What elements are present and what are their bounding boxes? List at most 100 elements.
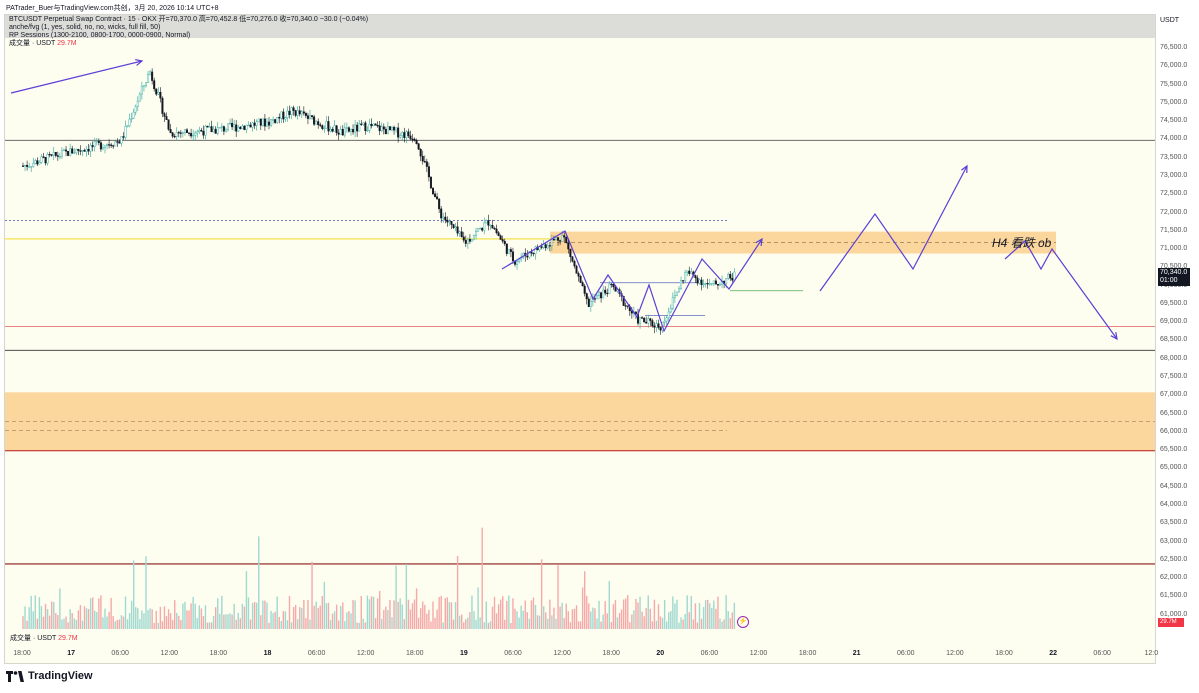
volume-bar: [528, 618, 531, 629]
candle-bull: [147, 73, 150, 83]
candle-bear: [634, 311, 637, 315]
volume-bar: [126, 619, 129, 629]
candle-bull: [204, 125, 207, 136]
fvg-indicator-legend[interactable]: anche/fvg (1, yes, solid, no, no, wicks,…: [9, 24, 161, 31]
volume-bar: [32, 611, 34, 629]
candle-bull: [245, 125, 248, 130]
tradingview-logo[interactable]: TradingView: [6, 670, 93, 682]
candle-bear: [499, 235, 502, 240]
candle-bull: [391, 126, 394, 131]
volume-bar: [79, 605, 82, 629]
volume-bar: [319, 605, 321, 629]
volume-bar: [553, 607, 555, 629]
symbol-ohlc-legend[interactable]: BTCUSDT Perpetual Swap Contract · 15 · O…: [9, 16, 369, 23]
volume-bar: [237, 612, 239, 629]
volume-bar: [559, 606, 561, 629]
volume-bar: [567, 611, 569, 629]
candle-bear: [649, 318, 652, 321]
candle-bull: [142, 85, 145, 87]
candle-bear: [436, 196, 439, 200]
volume-bar: [731, 612, 733, 629]
chart-panel[interactable]: BTCUSDT Perpetual Swap Contract · 15 · O…: [4, 14, 1156, 664]
candle-bear: [91, 145, 94, 147]
volume-bar: [297, 619, 299, 629]
candle-bull: [350, 129, 353, 132]
candle-bear: [352, 129, 355, 133]
volume-bar: [184, 601, 186, 629]
candle-bear: [188, 132, 191, 134]
candle-bull: [534, 246, 537, 255]
candle-bull: [130, 118, 133, 120]
candle-bear: [552, 239, 555, 241]
volume-bar: [499, 599, 502, 629]
candle-bear: [600, 292, 603, 299]
time-tick-label: 18:00: [209, 650, 228, 657]
candle-bull: [673, 294, 676, 298]
volume-bar: [85, 608, 88, 629]
volume-bar: [668, 612, 670, 629]
candle-bull: [698, 279, 701, 284]
candle-bear: [716, 283, 719, 286]
volume-bar: [543, 606, 545, 629]
candle-bear: [645, 321, 648, 324]
candle-bear: [337, 132, 340, 135]
volume-bar: [395, 565, 397, 629]
candle-bull: [120, 136, 123, 144]
candle-bear: [415, 140, 418, 144]
volume-bar: [155, 610, 157, 629]
volume-bar: [311, 561, 313, 629]
volume-bar: [247, 597, 250, 629]
volume-bar: [313, 605, 315, 629]
volume-bar: [26, 620, 28, 629]
volume-bar: [452, 619, 455, 629]
candle-bull: [598, 292, 601, 296]
candle-bear: [487, 220, 490, 226]
volume-bar: [114, 621, 116, 629]
candle-bear: [356, 124, 359, 132]
price-axis[interactable]: USDT 76,500.0 76,000.0 75,500.0 75,000.0 74,…: [1156, 14, 1199, 662]
lightning-icon[interactable]: ⚡: [737, 616, 749, 628]
volume-bar: [569, 622, 572, 629]
candle-bull: [727, 274, 730, 279]
candle-bear: [571, 256, 574, 262]
volume-indicator-legend[interactable]: 成交量 · USDT 29.7M: [9, 40, 77, 48]
price-tick-label: 76,000.0: [1160, 62, 1188, 70]
volume-bar: [666, 621, 668, 629]
volume-bar: [73, 618, 75, 629]
time-axis[interactable]: 18:00 17 06:00 12:00 18:00 18 06:00 12:00 18:00 1…: [4, 646, 1158, 662]
volume-bar: [376, 598, 379, 629]
candle-bear: [450, 221, 453, 225]
candle-bear: [559, 240, 562, 242]
candle-bear: [575, 265, 578, 274]
volume-bar: [294, 605, 297, 629]
volume-bar: [547, 618, 549, 629]
candle-bull: [671, 297, 674, 309]
candle-bear: [253, 122, 256, 126]
price-axis-unit[interactable]: USDT: [1160, 17, 1180, 24]
volume-bar: [565, 603, 567, 629]
candle-bull: [399, 135, 402, 138]
candle-bear: [563, 235, 566, 238]
volume-bar: [385, 606, 387, 629]
volume-bar: [631, 614, 633, 629]
volume-bar: [229, 613, 231, 629]
volume-bar: [305, 618, 307, 629]
price-chart[interactable]: [5, 15, 1155, 663]
sessions-indicator-legend[interactable]: RP Sessions (1300-2100, 0800-1700, 0000-…: [9, 32, 191, 39]
candle-bear: [36, 160, 39, 165]
time-tick-label: 22: [1049, 650, 1057, 657]
time-tick-label: 17: [67, 650, 75, 657]
volume-bar: [94, 610, 96, 629]
volume-bar: [581, 587, 584, 629]
candle-bull: [157, 92, 160, 95]
volume-bar: [116, 620, 118, 629]
time-tick-label: 06:00: [504, 650, 522, 657]
candle-bear: [714, 280, 717, 285]
volume-bar: [655, 620, 658, 629]
attribution-text: PATrader_Buer与TradingView.com共创，3月 20, 2…: [6, 5, 219, 12]
volume-bar: [366, 595, 369, 629]
candle-bull: [442, 216, 445, 219]
candle-bull: [124, 126, 127, 138]
h4-bearish-ob-label[interactable]: H4 看跌 ob: [992, 236, 1052, 250]
volume-bar: [520, 605, 522, 629]
